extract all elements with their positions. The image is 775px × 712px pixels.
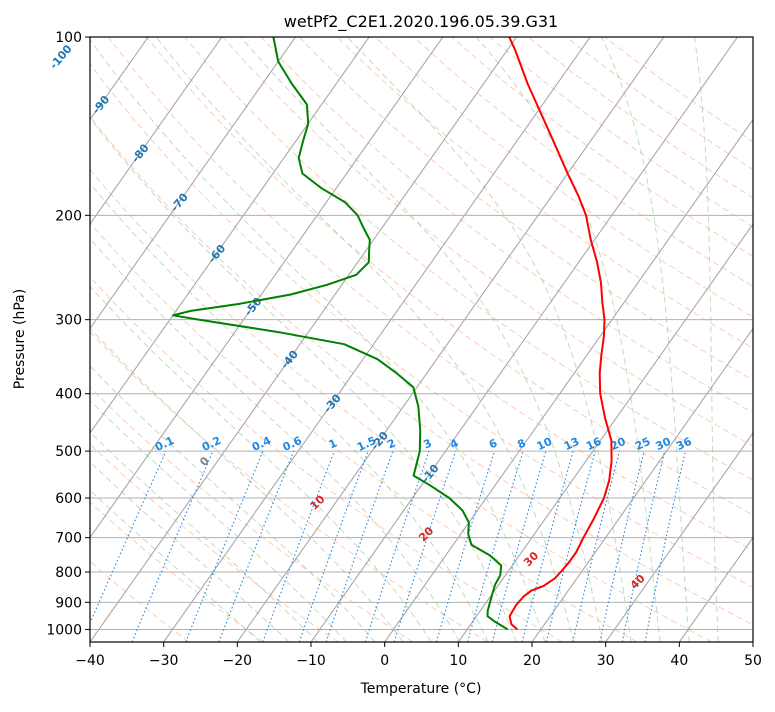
y-tick-label: 300 — [55, 313, 82, 329]
x-axis-label: Temperature (°C) — [360, 681, 482, 697]
x-tick-label: 30 — [597, 653, 615, 669]
x-tick-label: 40 — [670, 653, 688, 669]
y-tick-label: 200 — [55, 208, 82, 224]
x-tick-label: −40 — [75, 653, 105, 669]
y-tick-label: 1000 — [46, 622, 82, 638]
x-tick-label: −10 — [296, 653, 326, 669]
y-tick-label: 500 — [55, 444, 82, 460]
x-tick-label: 0 — [380, 653, 389, 669]
y-tick-label: 900 — [55, 595, 82, 611]
x-tick-label: −20 — [223, 653, 253, 669]
y-tick-label: 400 — [55, 387, 82, 403]
y-tick-label: 800 — [55, 565, 82, 581]
y-axis-label: Pressure (hPa) — [12, 289, 28, 389]
x-tick-label: 10 — [449, 653, 467, 669]
x-tick-label: 20 — [523, 653, 541, 669]
x-tick-label: 50 — [744, 653, 762, 669]
y-tick-label: 700 — [55, 531, 82, 547]
x-tick-label: −30 — [149, 653, 179, 669]
y-tick-label: 100 — [55, 30, 82, 46]
chart-title: wetPf2_C2E1.2020.196.05.39.G31 — [284, 12, 558, 32]
y-tick-label: 600 — [55, 491, 82, 507]
